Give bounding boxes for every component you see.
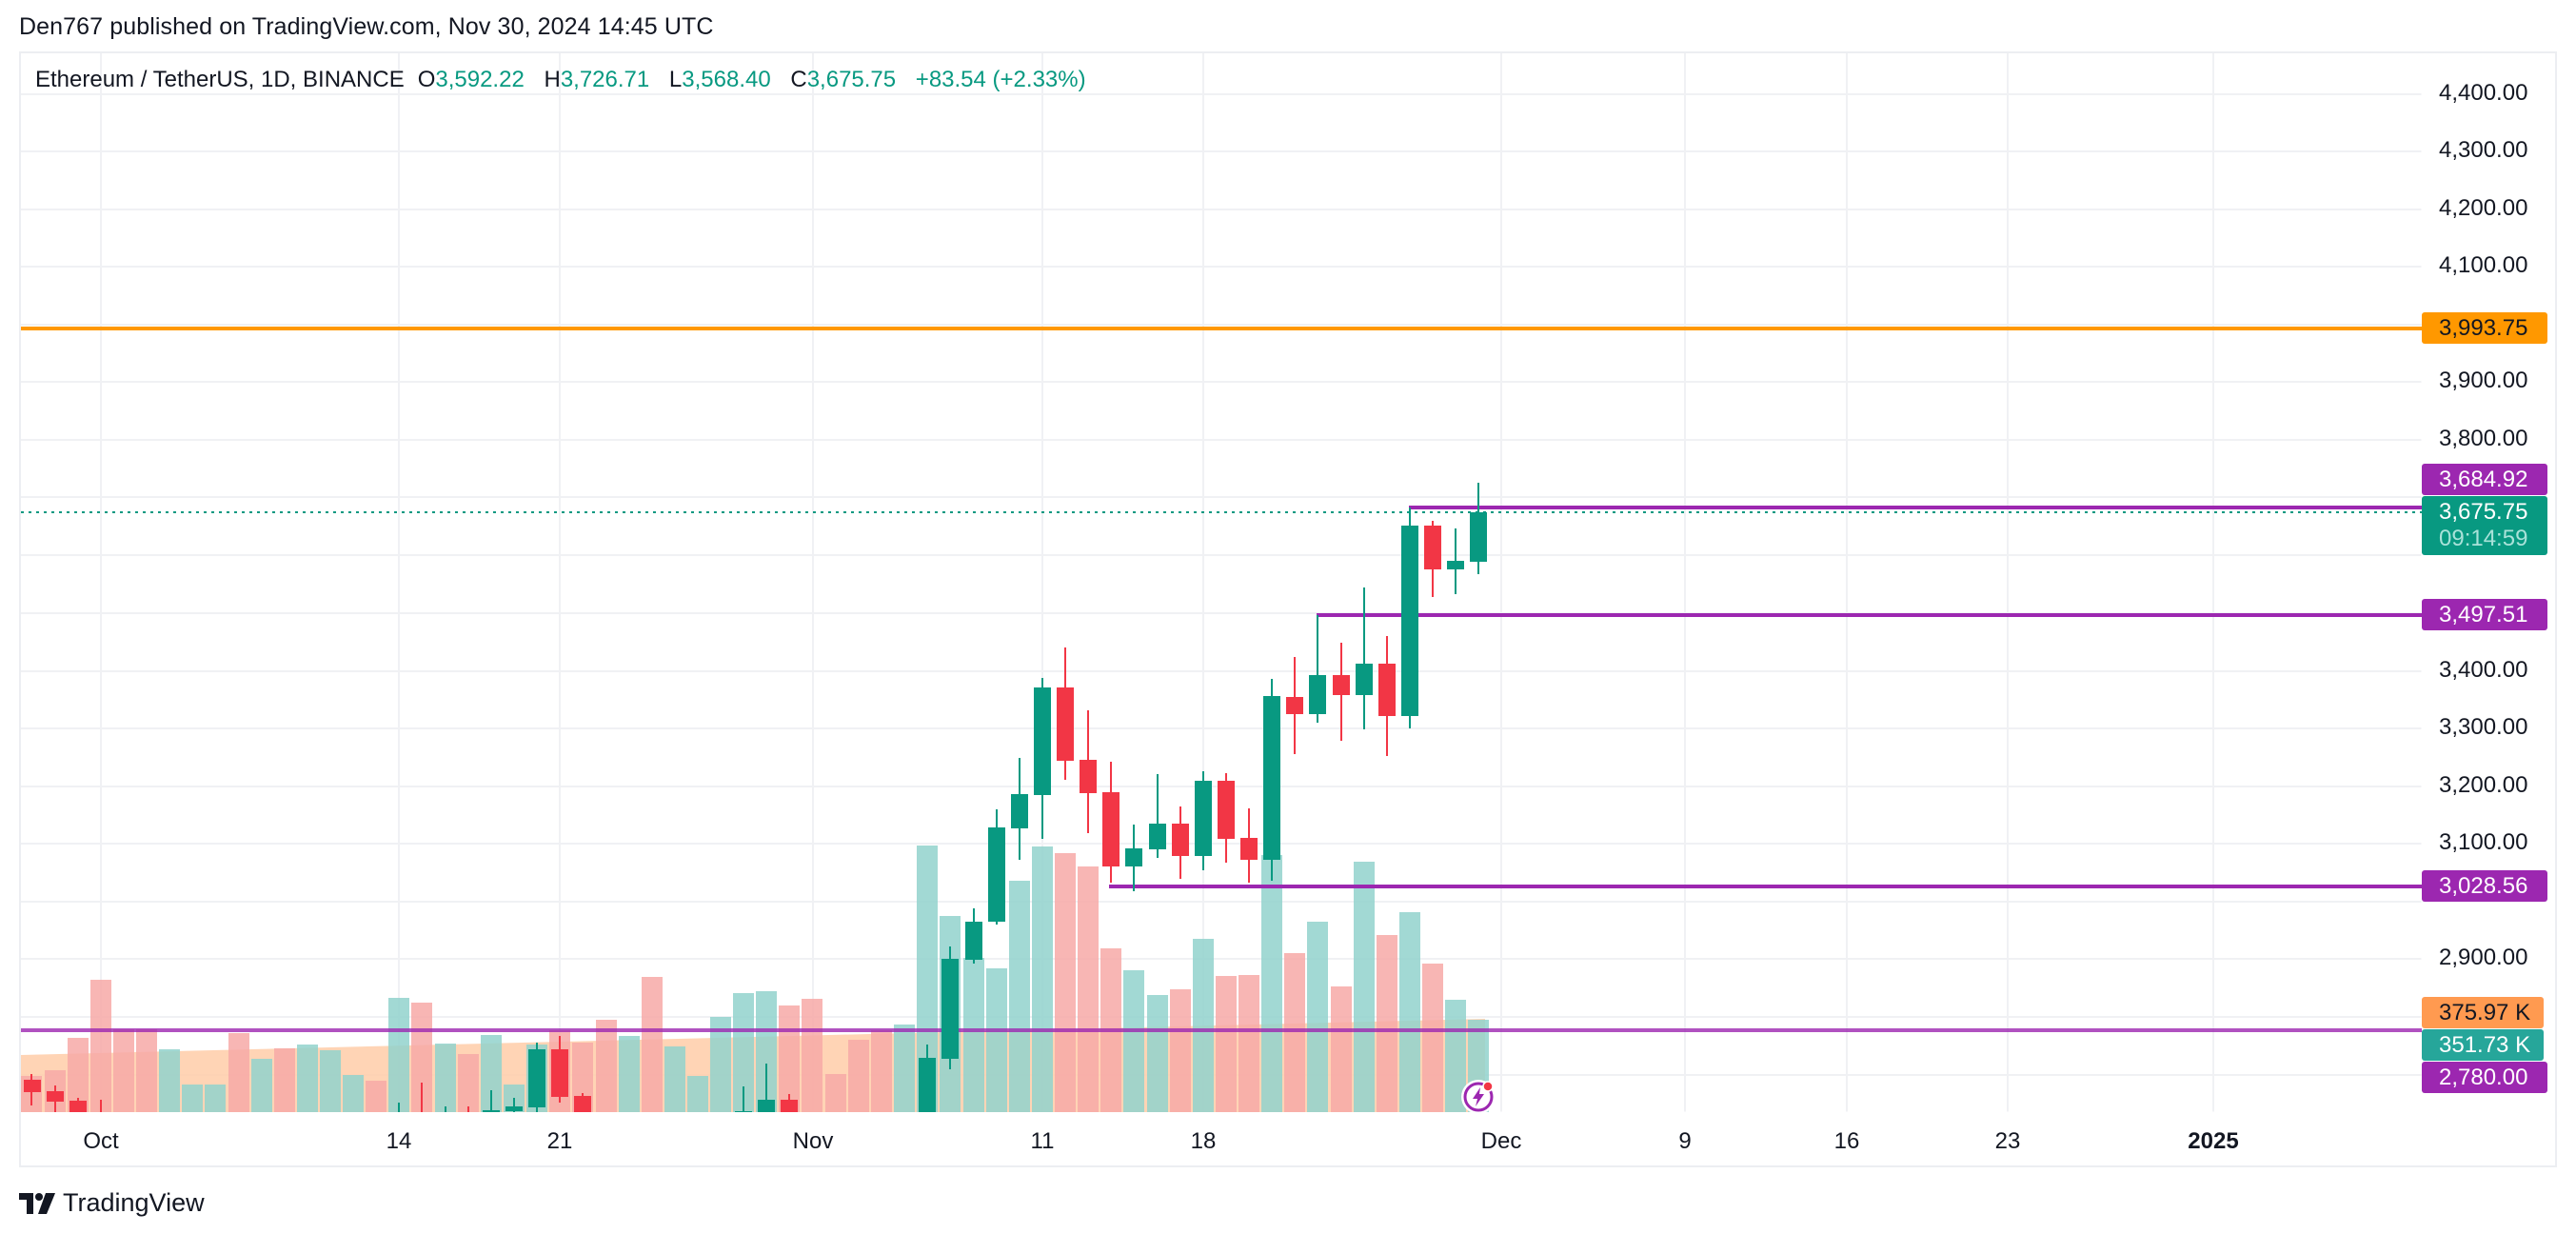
candles [24,483,1487,1112]
time-tick: Oct [83,1128,119,1154]
symbol-name: Ethereum / TetherUS, 1D, BINANCE [35,67,405,92]
price-tick: 4,400.00 [2439,80,2528,106]
open-value: 3,592.22 [435,67,525,92]
level-badge-3497: 3,497.51 [2422,599,2547,630]
price-tick: 3,800.00 [2439,426,2528,451]
time-tick: Dec [1480,1128,1522,1154]
publisher-caption: Den767 published on TradingView.com, Nov… [19,13,714,40]
level-badge-3028: 3,028.56 [2422,870,2547,902]
lightning-alert-icon[interactable] [1459,1078,1497,1116]
time-tick: 23 [1994,1128,2021,1154]
level-badge-3684: 3,684.92 [2422,464,2547,495]
volume-badge: 351.73 K [2422,1029,2544,1061]
time-tick: 21 [546,1128,573,1154]
low-value: 3,568.40 [682,67,771,92]
time-tick: 11 [1030,1128,1055,1154]
time-tick: 14 [386,1128,412,1154]
close-value: 3,675.75 [806,67,897,92]
price-tick: 4,200.00 [2439,195,2528,221]
price-tick: 4,300.00 [2439,137,2528,163]
price-tick: 3,400.00 [2439,657,2528,683]
time-tick-year: 2025 [2188,1128,2239,1154]
last-price: 3,675.75 [2439,499,2528,525]
volume-ma-badge: 375.97 K [2422,997,2544,1028]
price-tick: 3,300.00 [2439,714,2528,740]
time-tick: 18 [1190,1128,1217,1154]
high-value: 3,726.71 [560,67,650,92]
symbol-legend: Ethereum / TetherUS, 1D, BINANCE O3,592.2… [35,67,1086,92]
time-tick: 9 [1678,1128,1692,1154]
price-tick: 3,200.00 [2439,772,2528,798]
tradingview-logo-text: TradingView [63,1188,205,1217]
grid [21,53,2422,1112]
price-tick: 2,900.00 [2439,945,2528,970]
level-badge-2780: 2,780.00 [2422,1062,2547,1093]
tradingview-logo[interactable]: TradingView [19,1188,205,1218]
orange-level-badge: 3,993.75 [2422,312,2547,344]
time-tick: 16 [1833,1128,1860,1154]
change-value: +83.54 (+2.33%) [915,67,1086,92]
tradingview-logo-icon [19,1192,55,1214]
bar-countdown: 09:14:59 [2439,526,2528,551]
chart-frame[interactable] [19,51,2557,1167]
last-price-badge: 3,675.75 09:14:59 [2422,496,2547,555]
price-tick: 3,900.00 [2439,368,2528,393]
price-tick: 4,100.00 [2439,252,2528,278]
time-tick: Nov [792,1128,834,1154]
price-tick: 3,100.00 [2439,829,2528,855]
